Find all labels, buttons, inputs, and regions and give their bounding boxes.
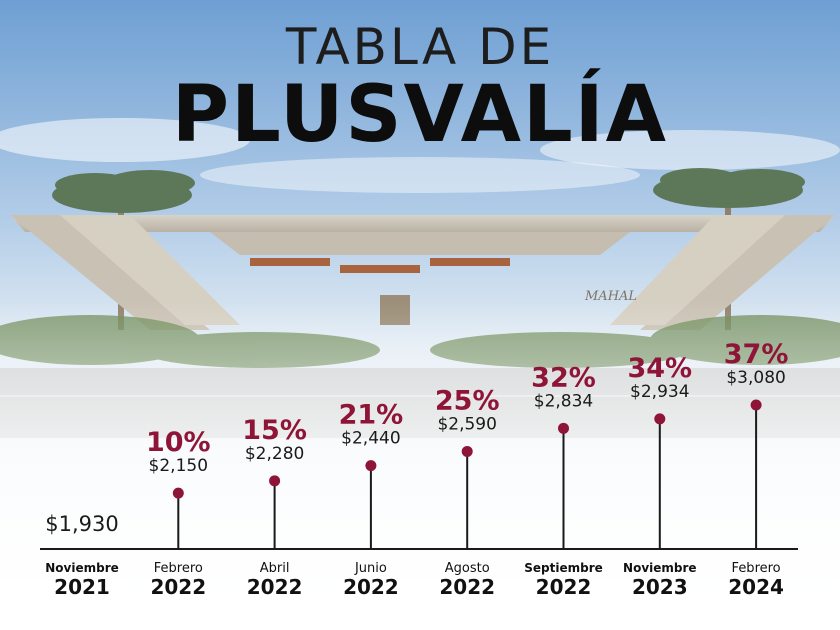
- price-label: $2,150: [149, 456, 208, 476]
- title-line-1: TABLA DE: [285, 18, 555, 76]
- x-tick-year: 2022: [536, 575, 592, 599]
- percent-label: 25%: [435, 385, 500, 416]
- x-tick-year: 2022: [247, 575, 303, 599]
- data-point: [172, 487, 184, 499]
- percent-label: 15%: [242, 415, 307, 446]
- price-label: $2,280: [245, 444, 304, 464]
- cloud: [200, 157, 640, 193]
- data-point: [558, 422, 569, 434]
- price-label: $2,440: [341, 429, 400, 449]
- percent-label: 37%: [724, 339, 789, 370]
- x-tick-month: Noviembre: [623, 561, 697, 575]
- palm-tree-left: [52, 170, 195, 330]
- percent-label: 21%: [339, 400, 404, 431]
- data-point: [365, 460, 377, 472]
- data-point: [461, 445, 473, 457]
- price-label: $2,934: [630, 382, 689, 402]
- percent-label: 32%: [531, 362, 596, 393]
- x-tick-year: 2021: [54, 575, 110, 599]
- x-tick-year: 2022: [439, 575, 495, 599]
- x-tick-year: 2024: [728, 575, 784, 599]
- x-tick-year: 2022: [343, 575, 399, 599]
- title-line-2: PLUSVALÍA: [171, 70, 669, 160]
- percent-label: 10%: [146, 427, 211, 458]
- x-tick-month: Abril: [260, 561, 290, 576]
- x-tick-year: 2023: [632, 575, 688, 599]
- price-label: $3,080: [726, 368, 785, 388]
- cloud: [540, 130, 840, 170]
- x-tick-month: Agosto: [445, 561, 490, 576]
- x-tick-month: Noviembre: [45, 561, 119, 575]
- data-point: [654, 413, 666, 425]
- percent-label: 34%: [627, 353, 692, 384]
- x-tick-month: Febrero: [154, 561, 203, 576]
- price-label: $2,590: [437, 414, 496, 434]
- data-point: [750, 399, 762, 411]
- x-tick-month: Junio: [354, 561, 387, 576]
- price-label: $2,834: [534, 391, 593, 411]
- data-point: [269, 475, 281, 487]
- x-tick-month: Septiembre: [524, 561, 603, 575]
- price-label: $1,930: [45, 512, 118, 536]
- x-tick-month: Febrero: [732, 561, 781, 576]
- cloud: [0, 118, 250, 162]
- x-tick-year: 2022: [150, 575, 206, 599]
